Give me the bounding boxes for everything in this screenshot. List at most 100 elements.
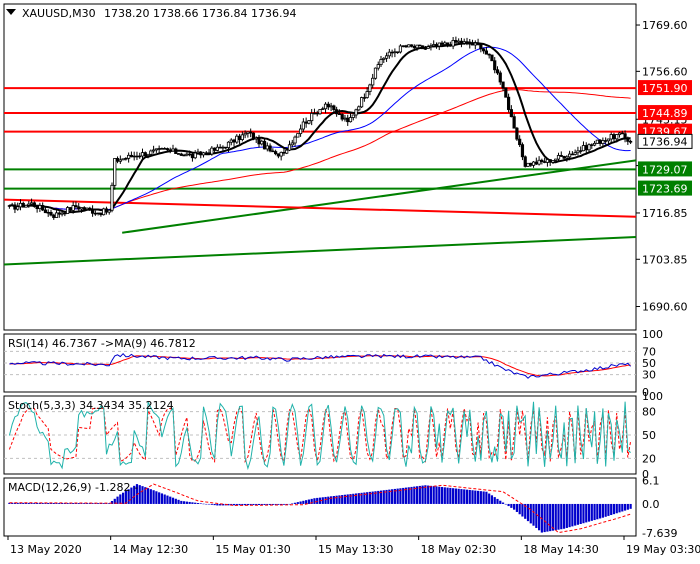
macd-bar — [77, 503, 80, 504]
price-candle — [506, 93, 511, 113]
stoch-signal-line — [8, 406, 632, 464]
macd-bar — [24, 502, 28, 504]
macd-bar — [174, 498, 177, 504]
macd-bar — [504, 503, 507, 505]
macd-bar — [521, 503, 524, 517]
price-candle — [518, 135, 522, 147]
macd-bar — [568, 503, 571, 528]
candle-body — [138, 155, 142, 158]
candle-body — [398, 45, 403, 53]
macd-bar — [421, 485, 424, 504]
price-candle — [429, 43, 433, 51]
candle-body — [13, 204, 17, 210]
price-candle — [512, 114, 516, 129]
candle-body — [340, 114, 344, 120]
candle-body — [598, 139, 602, 144]
price-candle — [293, 135, 297, 147]
price-candle — [74, 201, 78, 209]
macd-bar — [515, 503, 519, 512]
macd-bar — [80, 503, 83, 504]
candle-body — [606, 138, 611, 142]
price-candle — [285, 149, 289, 155]
candle-body — [601, 140, 605, 144]
macd-bar — [329, 496, 333, 504]
macd-bar — [524, 503, 527, 519]
macd-bar — [27, 502, 30, 504]
macd-bar — [604, 503, 607, 517]
macd-bar — [124, 490, 127, 504]
macd-bar — [537, 503, 541, 531]
macd-bar — [379, 490, 383, 504]
macd-bar — [221, 503, 225, 506]
macd-bar — [612, 503, 616, 515]
macd-bar — [341, 495, 344, 504]
candle-body — [38, 205, 42, 210]
candle-body — [498, 72, 502, 83]
candle-body — [282, 151, 286, 154]
macd-bar — [263, 503, 266, 505]
macd-bar — [232, 503, 236, 506]
macd-tick-label: -7.639 — [642, 527, 677, 540]
candle-body — [24, 204, 28, 208]
x-tick-label: 18 May 14:30 — [523, 543, 598, 556]
candle-body — [102, 208, 106, 216]
candle-body — [357, 106, 361, 111]
macd-bar — [424, 485, 427, 504]
candle-body — [204, 152, 208, 154]
candle-body — [609, 134, 613, 140]
macd-bar — [399, 488, 402, 504]
price-candle — [368, 83, 372, 96]
ohlc-readout: 1738.20 1738.66 1736.84 1736.94 — [104, 7, 296, 20]
candle-body — [251, 132, 256, 140]
macd-bar — [576, 503, 580, 525]
macd-bar — [357, 493, 360, 504]
macd-bar — [601, 503, 604, 518]
macd-bar — [485, 491, 488, 504]
macd-bar — [227, 503, 230, 506]
macd-bar — [499, 500, 502, 504]
candle-body — [565, 156, 569, 159]
price-candle — [24, 204, 28, 208]
candle-body — [568, 153, 572, 158]
price-candle — [526, 162, 530, 167]
level-badge — [638, 105, 692, 121]
macd-bar — [241, 503, 244, 506]
macd-bar — [133, 485, 136, 504]
price-candle — [626, 136, 630, 145]
macd-bar — [532, 503, 535, 526]
price-candle — [373, 67, 378, 80]
candle-body — [196, 151, 200, 154]
macd-bar — [582, 503, 585, 524]
candle-body — [21, 202, 25, 208]
candle-body — [368, 84, 372, 93]
level-badge — [638, 161, 692, 177]
macd-bar — [74, 503, 78, 504]
candle-body — [468, 41, 472, 45]
candle-body — [348, 117, 353, 123]
macd-bar — [343, 494, 347, 504]
candle-body — [82, 207, 86, 210]
macd-bar — [518, 503, 521, 515]
candle-body — [135, 155, 139, 158]
candle-body — [359, 97, 364, 108]
macd-bar — [305, 500, 308, 504]
candle-body — [493, 60, 497, 71]
candle-body — [296, 133, 300, 138]
price-candle — [409, 44, 414, 48]
candle-body — [543, 161, 547, 163]
rsi-tick-label: 0 — [642, 386, 649, 399]
macd-signal-line — [9, 483, 631, 534]
price-candle — [476, 38, 480, 46]
price-tick-label: 1703.85 — [642, 253, 688, 266]
macd-bar — [196, 503, 200, 504]
candle-body — [581, 145, 586, 152]
macd-bar — [41, 502, 44, 504]
candle-body — [93, 212, 97, 215]
price-candle — [215, 144, 219, 152]
price-candle — [176, 153, 181, 155]
candle-body — [268, 145, 272, 152]
candle-body — [509, 109, 513, 118]
macd-bar — [590, 503, 593, 521]
